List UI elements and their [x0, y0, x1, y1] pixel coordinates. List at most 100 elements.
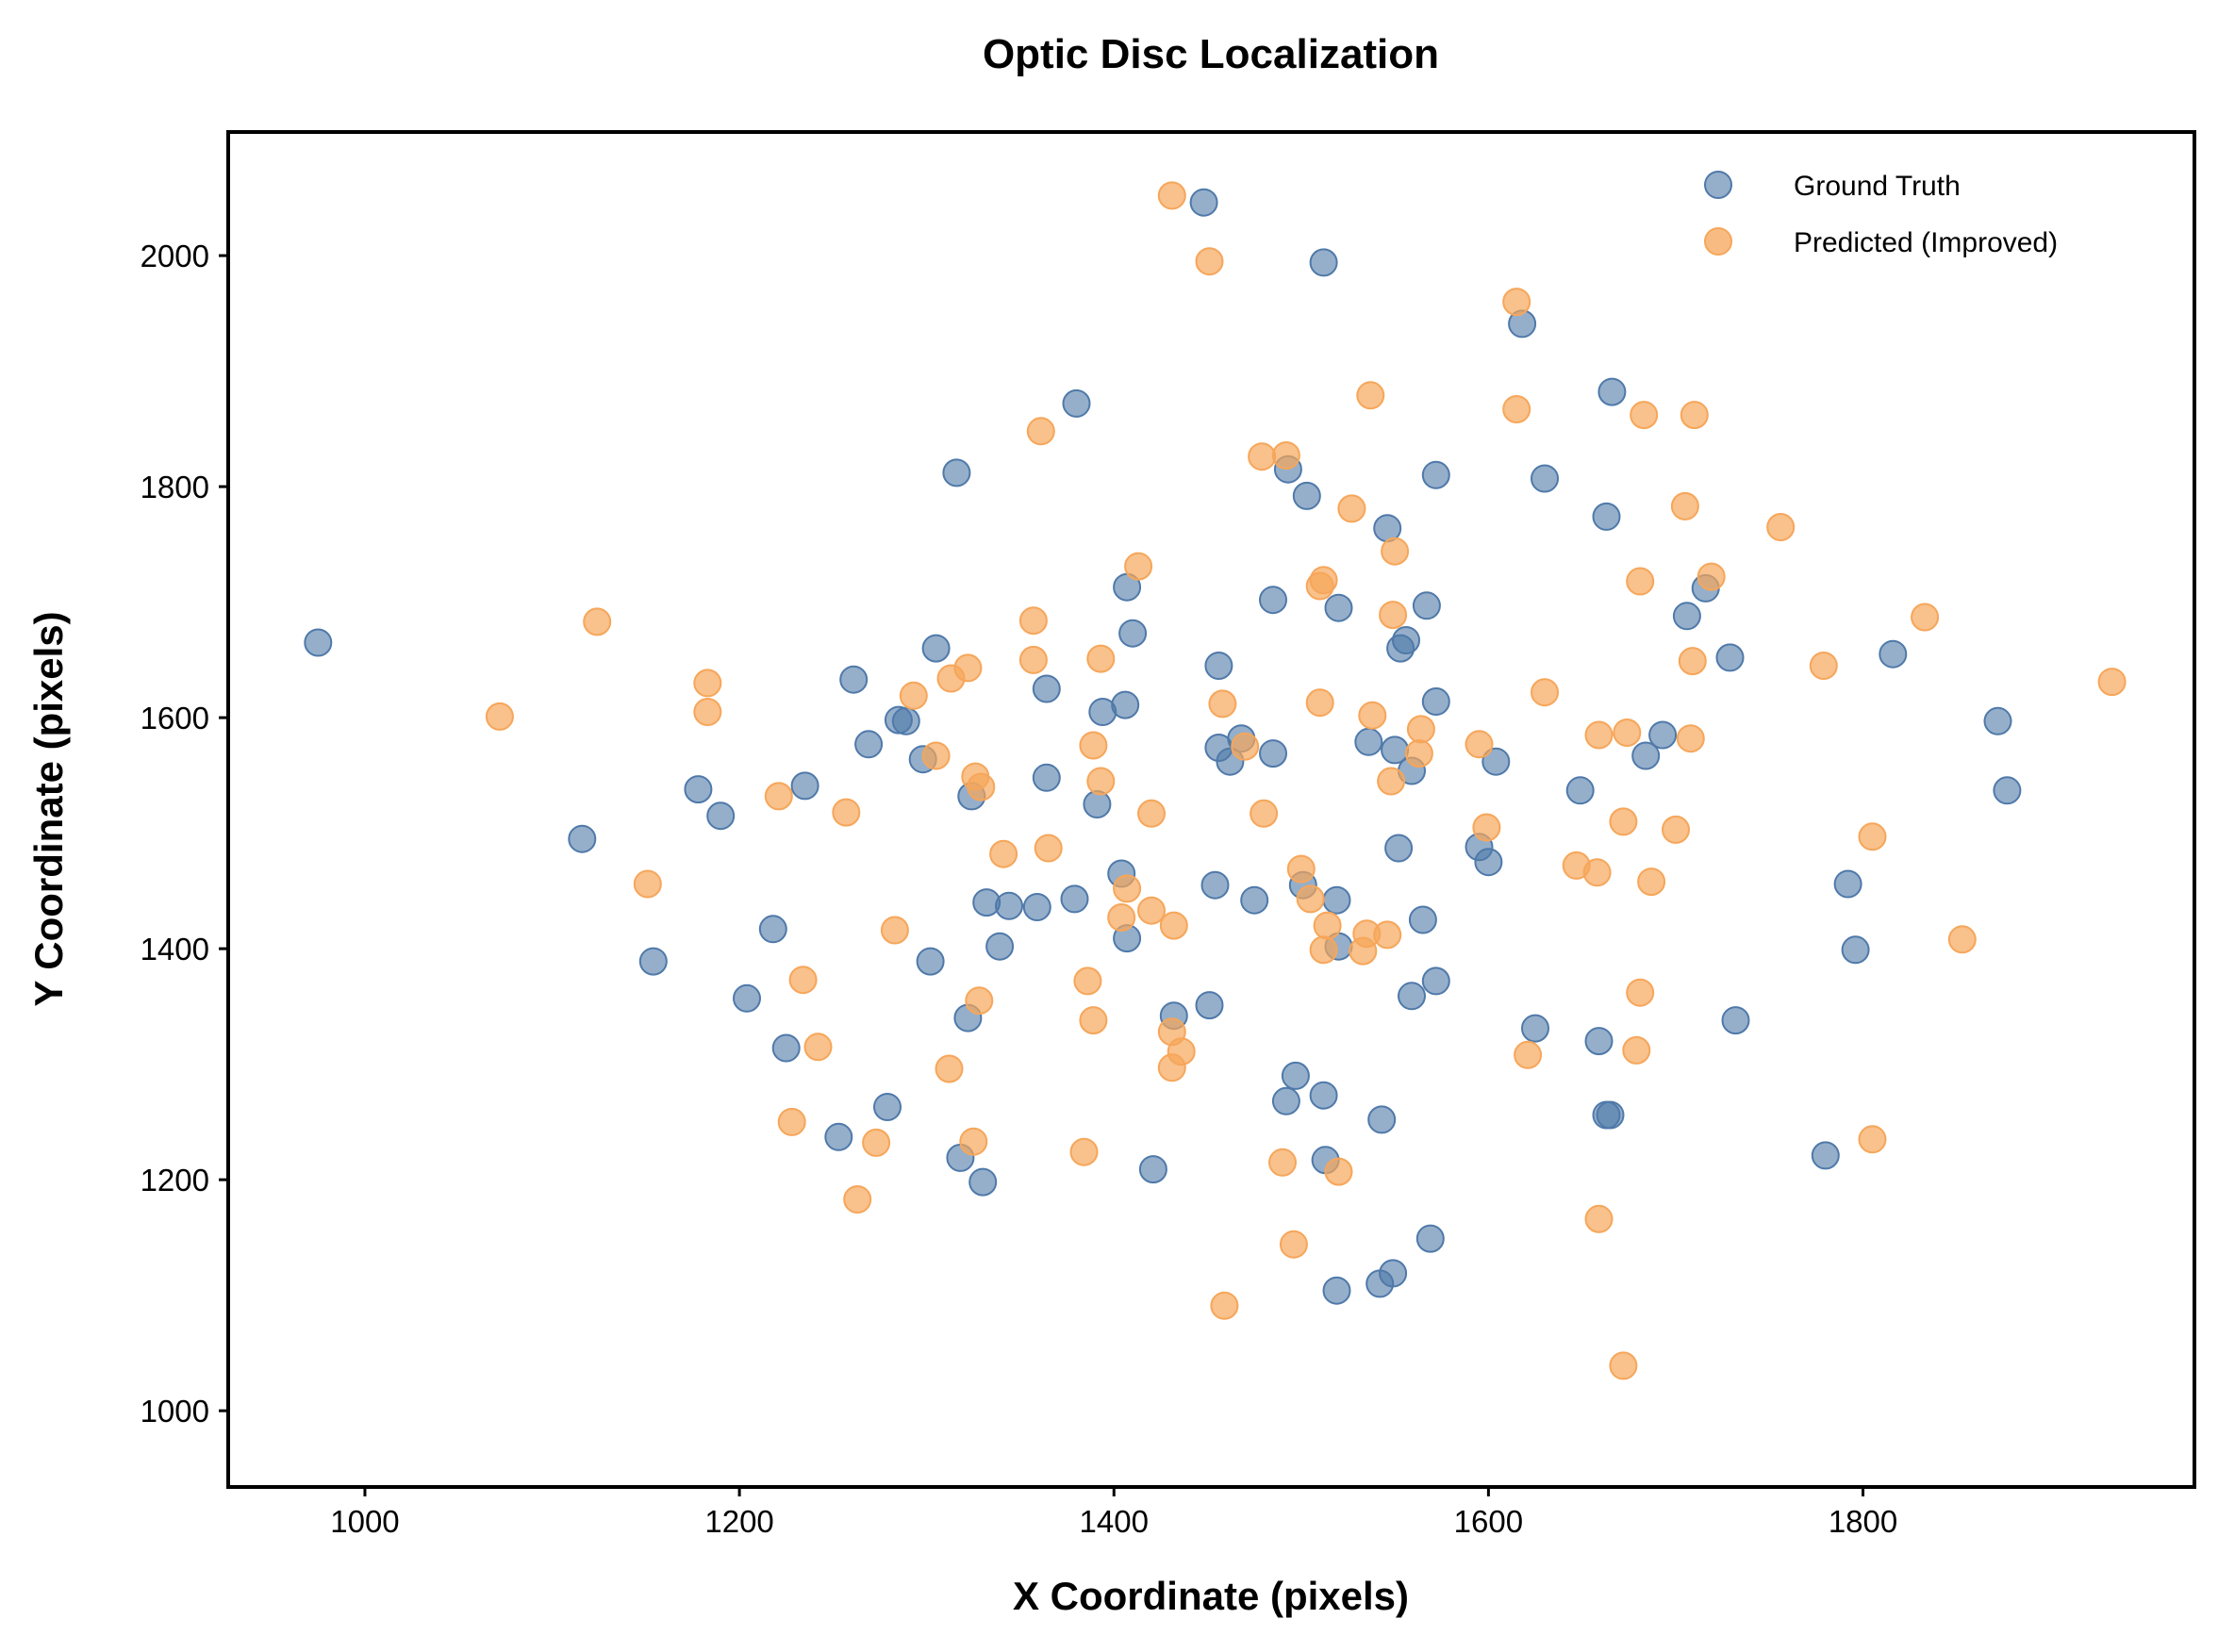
point-ground-truth	[771, 1033, 801, 1063]
point-ground-truth	[1415, 1224, 1445, 1253]
point-ground-truth	[1322, 885, 1351, 915]
point-predicted	[1406, 715, 1435, 744]
point-predicted	[1947, 925, 1977, 954]
point-ground-truth	[1367, 1105, 1397, 1134]
point-predicted	[1670, 491, 1699, 520]
point-ground-truth	[706, 801, 736, 831]
point-ground-truth	[1474, 848, 1503, 877]
point-predicted	[953, 653, 983, 683]
point-ground-truth	[1833, 869, 1862, 899]
chart-title: Optic Disc Localization	[983, 31, 1439, 77]
point-predicted	[1630, 401, 1659, 430]
point-ground-truth	[304, 628, 333, 657]
point-predicted	[777, 1107, 806, 1136]
point-ground-truth	[916, 947, 945, 976]
point-ground-truth	[1384, 834, 1414, 863]
point-predicted	[1157, 181, 1186, 210]
point-predicted	[1502, 288, 1531, 317]
point-ground-truth	[1715, 643, 1745, 672]
point-ground-truth	[1259, 586, 1287, 615]
point-predicted	[1697, 562, 1726, 591]
y-tick-label: 1000	[141, 1394, 209, 1429]
point-predicted	[1208, 689, 1237, 719]
point-predicted	[899, 681, 928, 710]
point-predicted	[1373, 920, 1402, 950]
point-predicted	[1248, 442, 1277, 471]
point-ground-truth	[568, 824, 597, 853]
y-tick-label: 1600	[141, 701, 209, 735]
point-ground-truth	[1062, 388, 1091, 418]
point-ground-truth	[1309, 248, 1338, 277]
y-tick-label: 1200	[141, 1163, 209, 1198]
point-ground-truth	[1259, 739, 1287, 768]
point-predicted	[1676, 724, 1705, 753]
point-ground-truth	[1993, 776, 2022, 805]
point-predicted	[1377, 767, 1406, 796]
point-predicted	[1268, 1148, 1297, 1177]
point-predicted	[1465, 730, 1494, 759]
point-ground-truth	[1421, 687, 1450, 716]
plot-frame	[226, 130, 2196, 1489]
point-ground-truth	[1292, 481, 1321, 510]
point-ground-truth	[873, 1093, 902, 1121]
point-ground-truth	[1032, 763, 1061, 792]
legend-marker-ground-truth	[1704, 171, 1732, 199]
points-layer	[304, 181, 2127, 1380]
point-ground-truth	[790, 771, 819, 801]
point-predicted	[1584, 1204, 1614, 1233]
point-predicted	[1662, 815, 1690, 844]
point-ground-truth	[1596, 1100, 1625, 1130]
point-predicted	[1079, 1006, 1108, 1035]
point-predicted	[989, 839, 1018, 868]
point-ground-truth	[1200, 870, 1230, 900]
point-ground-truth	[1204, 652, 1233, 680]
point-predicted	[1313, 911, 1342, 940]
point-ground-truth	[1324, 593, 1353, 622]
point-predicted	[1502, 395, 1531, 423]
point-ground-truth	[1531, 464, 1559, 493]
point-ground-truth	[985, 932, 1015, 961]
point-predicted	[485, 702, 514, 731]
point-ground-truth	[839, 665, 869, 694]
point-ground-truth	[1565, 776, 1595, 805]
x-tick-label: 1600	[1454, 1504, 1523, 1539]
point-ground-truth	[1584, 1027, 1614, 1056]
point-predicted	[1034, 834, 1063, 863]
point-ground-truth	[638, 947, 668, 976]
point-predicted	[583, 607, 612, 636]
point-predicted	[1124, 552, 1153, 581]
point-ground-truth	[1354, 727, 1383, 756]
point-predicted	[633, 869, 662, 899]
point-predicted	[967, 772, 996, 801]
point-predicted	[843, 1185, 872, 1214]
point-ground-truth	[684, 775, 713, 804]
x-axis-label: X Coordinate (pixels)	[1013, 1574, 1409, 1618]
point-ground-truth	[1631, 741, 1661, 770]
point-ground-truth	[1271, 1086, 1300, 1115]
point-predicted	[1680, 401, 1709, 430]
point-predicted	[1337, 494, 1366, 523]
y-axis-label: Y Coordinate (pixels)	[26, 611, 71, 1006]
point-ground-truth	[1379, 1259, 1408, 1288]
point-predicted	[1472, 813, 1501, 842]
point-ground-truth	[1309, 1081, 1338, 1110]
point-predicted	[935, 1054, 964, 1083]
point-predicted	[1159, 911, 1188, 940]
point-predicted	[1018, 645, 1048, 674]
point-ground-truth	[1592, 502, 1621, 531]
point-predicted	[1073, 966, 1102, 996]
point-predicted	[1279, 1230, 1308, 1259]
point-ground-truth	[1841, 935, 1870, 965]
point-ground-truth	[891, 706, 920, 735]
point-ground-truth	[824, 1122, 853, 1151]
y-tick-label: 2000	[141, 239, 209, 273]
point-predicted	[788, 966, 818, 995]
point-ground-truth	[1118, 619, 1148, 648]
y-tick-label: 1800	[141, 470, 209, 504]
point-predicted	[1358, 701, 1387, 730]
point-predicted	[764, 782, 793, 811]
point-predicted	[1609, 1351, 1638, 1380]
point-predicted	[1231, 732, 1260, 761]
point-predicted	[1584, 720, 1614, 750]
